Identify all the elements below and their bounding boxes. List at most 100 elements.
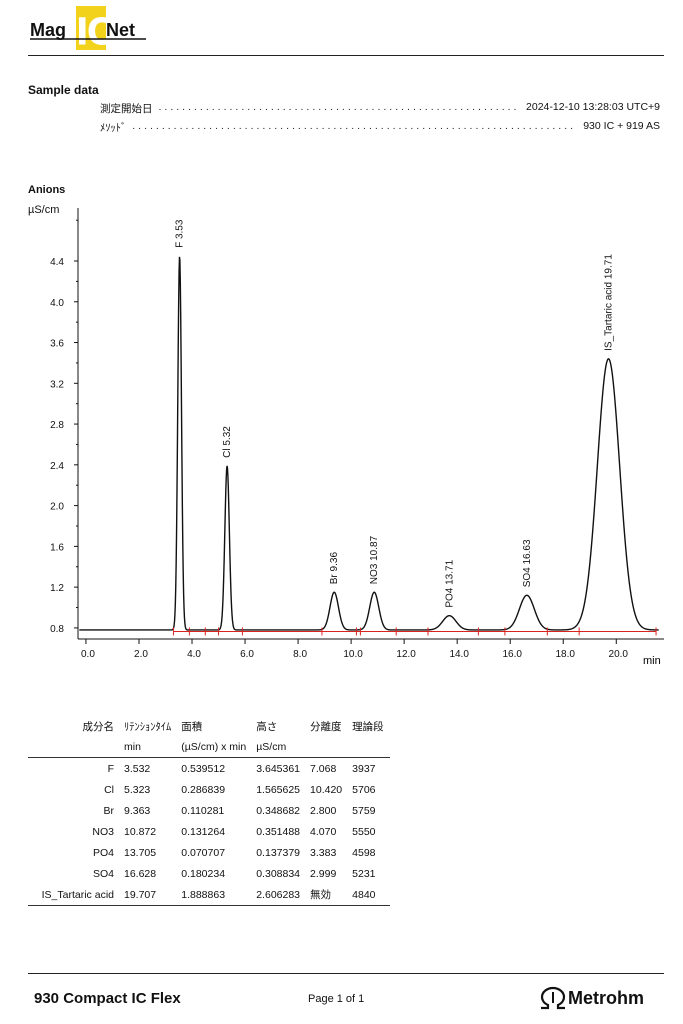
x-tick-label: 8.0 (293, 649, 307, 660)
start-date-value: 2024-12-10 13:28:03 UTC+9 (526, 101, 660, 113)
header-divider (28, 55, 664, 56)
footer-divider (28, 973, 664, 974)
cell-plates: 4840 (348, 884, 390, 906)
x-tick-label: 16.0 (502, 649, 522, 660)
y-tick-label: 4.4 (50, 257, 64, 268)
peak-label: PO4 13.71 (444, 559, 455, 607)
cell-resolution: 7.068 (310, 762, 337, 775)
method-value: 930 IC + 919 AS (583, 120, 660, 132)
start-date-row: 測定開始日 2024-12-10 13:28:03 UTC+9 (100, 101, 660, 116)
unit-retention: min (120, 736, 178, 758)
unit-component (28, 736, 120, 758)
cell-component: NO3 (92, 825, 114, 838)
peak-label: Cl 5.32 (222, 426, 233, 458)
y-axis-unit: µS/cm (28, 204, 60, 216)
cell-area: 0.110281 (181, 804, 225, 817)
cell-area: 0.539512 (181, 762, 226, 775)
y-tick-label: 3.6 (50, 339, 64, 350)
x-tick-label: 14.0 (449, 649, 469, 660)
y-tick-label: 2.0 (50, 502, 64, 513)
page-number: Page 1 of 1 (308, 993, 365, 1005)
integration-baseline (172, 627, 657, 636)
table-header-row: 成分名 ﾘﾃﾝｼｮﾝﾀｲﾑ 面積 高さ 分離度 理論段 (28, 716, 390, 736)
instrument-model: 930 Compact IC Flex (34, 990, 181, 1007)
cell-area: 1.888863 (177, 884, 253, 906)
cell-component: PO4 (92, 846, 114, 859)
y-tick-label: 1.6 (50, 542, 64, 553)
logo-yellow-block (76, 6, 106, 50)
cell-height: 0.348682 (256, 804, 301, 817)
cell-component: F (107, 762, 114, 775)
cell-resolution: 3.383 (310, 846, 337, 859)
cell-resolution: 4.070 (310, 825, 337, 838)
cell-retention: 9.363 (124, 804, 151, 817)
cell-area: 0.180234 (181, 867, 226, 880)
cell-height: 1.565625 (256, 783, 301, 796)
unit-resolution (306, 736, 349, 758)
table-row: F 3.532 0.539512 3.645361 7.068 3937 (28, 758, 390, 780)
table-row: NO3 10.872 0.131264 0.351488 4.070 5550 (28, 821, 390, 842)
cell-plates: 5759 (352, 804, 376, 817)
cell-height: 0.351488 (256, 825, 301, 838)
results-table: 成分名 ﾘﾃﾝｼｮﾝﾀｲﾑ 面積 高さ 分離度 理論段 min (µS/cm) … (28, 716, 390, 906)
x-tick-label: 2.0 (134, 649, 148, 660)
cell-component: IS_Tartaric acid (28, 884, 120, 906)
cell-resolution: 10.420 (310, 783, 343, 796)
cell-retention: 5.323 (124, 783, 151, 796)
unit-area: (µS/cm) x min (177, 736, 253, 758)
chromatogram-chart: 0.0 2.0 4.0 6.0 8.0 10.0 12.0 14.0 16.0 18.0 20.0 … (50, 208, 664, 667)
x-tick-label: 4.0 (187, 649, 201, 660)
y-tick-label: 2.4 (50, 461, 64, 472)
logo-text-left: Mag (30, 20, 66, 40)
cell-retention: 13.705 (124, 846, 157, 859)
y-tick-label: 0.8 (50, 624, 64, 635)
col-header-area: 面積 (181, 720, 203, 733)
cell-retention: 3.532 (124, 762, 151, 775)
table-row: IS_Tartaric acid 19.707 1.888863 2.60628… (28, 884, 390, 906)
leader-dots (132, 120, 577, 135)
x-tick-label: 6.0 (240, 649, 254, 660)
x-ticks: 0.0 2.0 4.0 6.0 8.0 10.0 12.0 14.0 16.0 18.0 20.0 (81, 639, 628, 660)
cell-resolution: 2.800 (310, 804, 337, 817)
cell-resolution: 2.999 (310, 867, 337, 880)
table-units-row: min (µS/cm) x min µS/cm (28, 736, 390, 758)
logo-text-right: Net (106, 20, 135, 40)
x-tick-label: 12.0 (396, 649, 416, 660)
peak-labels: F 3.53 Cl 5.32 Br 9.36 NO3 10.87 PO4 13.71 SO… (175, 219, 615, 608)
cell-plates: 3937 (352, 762, 376, 775)
cell-plates: 5706 (352, 783, 376, 796)
cell-area: 0.286839 (181, 783, 226, 796)
peak-label: IS_Tartaric acid 19.71 (604, 254, 615, 351)
leader-dots (159, 101, 521, 116)
cell-area: 0.070707 (181, 846, 226, 859)
cell-component: SO4 (92, 867, 114, 880)
peak-label: SO4 16.63 (522, 539, 533, 587)
y-ticks: 0.8 1.2 1.6 2.0 2.4 2.8 3.2 3.6 4.0 4.4 (50, 219, 78, 635)
peak-label: Br 9.36 (329, 552, 340, 585)
cell-retention: 19.707 (120, 884, 178, 906)
cell-retention: 10.872 (124, 825, 157, 838)
col-header-resolution: 分離度 (310, 720, 342, 733)
chromatogram-trace (79, 256, 659, 631)
col-header-plates: 理論段 (352, 720, 384, 733)
x-tick-label: 0.0 (81, 649, 95, 660)
x-tick-label: 20.0 (609, 649, 629, 660)
col-header-retention: ﾘﾃﾝｼｮﾝﾀｲﾑ (124, 720, 172, 733)
x-axis-unit: min (643, 655, 661, 667)
magicnet-logo: Mag IC Net (30, 6, 146, 50)
cell-area: 0.131264 (181, 825, 226, 838)
brand-name: Metrohm (568, 987, 644, 1008)
y-tick-label: 4.0 (50, 298, 64, 309)
y-tick-label: 2.8 (50, 420, 64, 431)
unit-plates (348, 736, 390, 758)
table-row: PO4 13.705 0.070707 0.137379 3.383 4598 (28, 842, 390, 863)
table-row: Br 9.363 0.110281 0.348682 2.800 5759 (28, 800, 390, 821)
table-row: SO4 16.628 0.180234 0.308834 2.999 5231 (28, 863, 390, 884)
table-row: Cl 5.323 0.286839 1.565625 10.420 5706 (28, 779, 390, 800)
peak-label: F 3.53 (175, 219, 186, 248)
cell-height: 0.137379 (256, 846, 301, 859)
cell-plates: 5550 (352, 825, 376, 838)
method-label: ﾒｿｯﾄﾞ (100, 122, 127, 134)
cell-plates: 4598 (352, 846, 376, 859)
metrohm-omega-icon (540, 986, 566, 1010)
